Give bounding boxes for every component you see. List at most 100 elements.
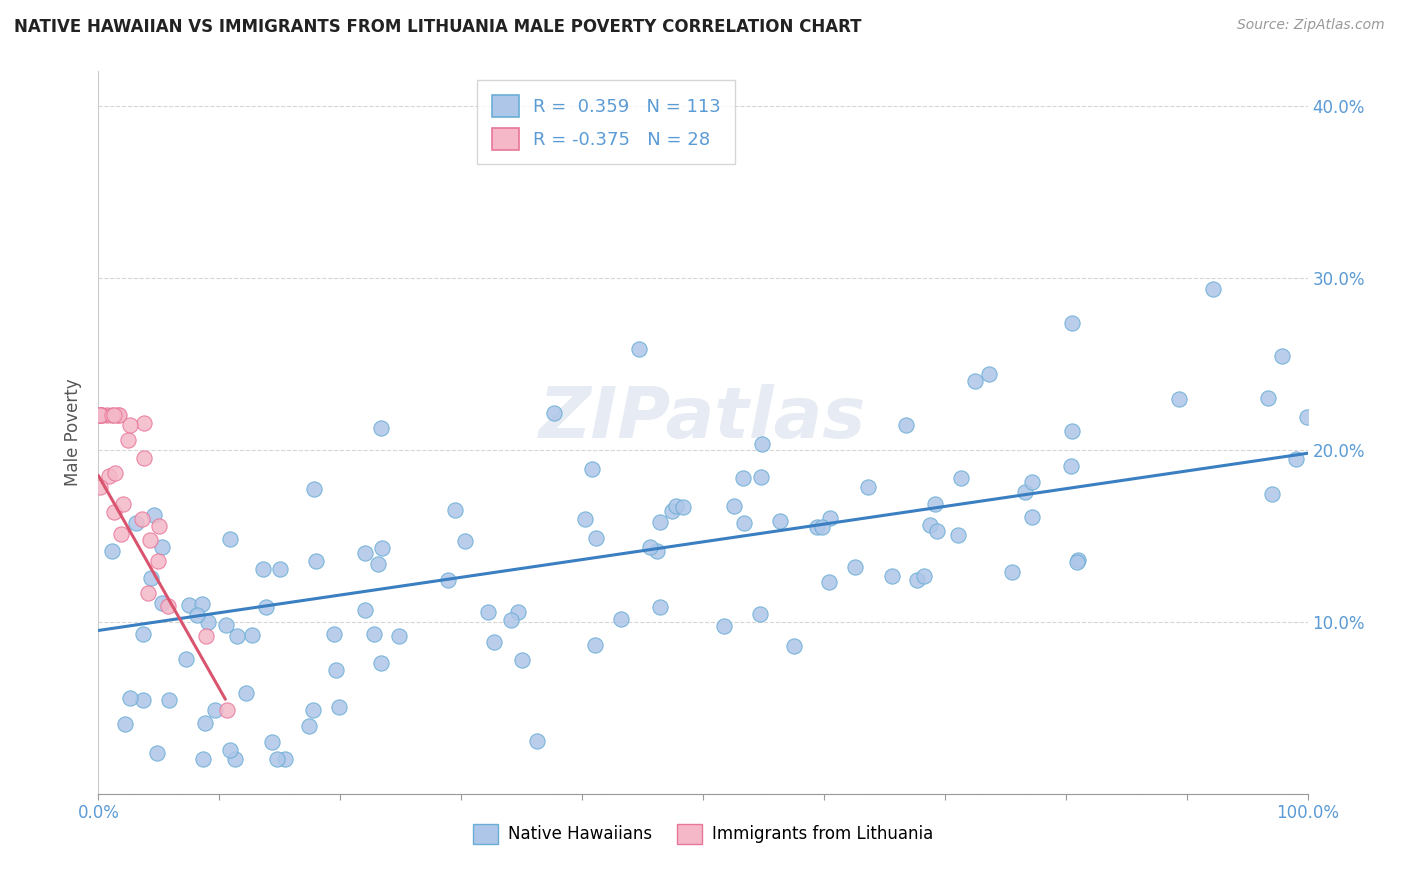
Point — [328, 700, 350, 714]
Point — [132, 626, 155, 640]
Point — [1285, 451, 1308, 466]
Point — [905, 573, 928, 587]
Point — [370, 656, 392, 670]
Point — [194, 716, 217, 731]
Point — [647, 543, 669, 558]
Point — [1271, 349, 1294, 363]
Point — [1021, 510, 1043, 524]
Point — [713, 619, 735, 633]
Point — [610, 612, 633, 626]
Legend: Native Hawaiians, Immigrants from Lithuania: Native Hawaiians, Immigrants from Lithua… — [467, 817, 939, 851]
Point — [482, 635, 505, 649]
Point — [648, 600, 671, 615]
Point — [672, 500, 695, 515]
Point — [1001, 566, 1024, 580]
Point — [266, 752, 288, 766]
Point — [89, 409, 111, 423]
Point — [298, 719, 321, 733]
Point — [733, 516, 755, 530]
Point — [191, 597, 214, 611]
Point — [90, 409, 112, 423]
Point — [142, 508, 165, 523]
Point — [912, 568, 935, 582]
Point — [215, 703, 238, 717]
Point — [723, 500, 745, 514]
Point — [103, 409, 125, 423]
Point — [90, 409, 112, 423]
Point — [628, 342, 651, 356]
Text: Source: ZipAtlas.com: Source: ZipAtlas.com — [1237, 18, 1385, 32]
Point — [302, 703, 325, 717]
Point — [103, 505, 125, 519]
Point — [218, 743, 240, 757]
Point — [117, 434, 139, 448]
Point — [197, 615, 219, 629]
Point — [638, 540, 661, 554]
Point — [811, 520, 834, 534]
Point — [1021, 475, 1043, 489]
Point — [150, 541, 173, 555]
Point — [139, 571, 162, 585]
Point — [950, 471, 973, 485]
Point — [131, 512, 153, 526]
Point — [543, 406, 565, 420]
Point — [894, 418, 917, 433]
Point — [818, 574, 841, 589]
Point — [104, 467, 127, 481]
Point — [506, 605, 529, 619]
Point — [1060, 316, 1083, 330]
Point — [818, 511, 841, 525]
Point — [948, 528, 970, 542]
Point — [120, 691, 142, 706]
Point — [302, 482, 325, 496]
Point — [186, 607, 208, 622]
Point — [1067, 553, 1090, 567]
Point — [132, 416, 155, 430]
Point — [844, 559, 866, 574]
Point — [512, 653, 534, 667]
Point — [1261, 487, 1284, 501]
Point — [262, 735, 284, 749]
Text: NATIVE HAWAIIAN VS IMMIGRANTS FROM LITHUANIA MALE POVERTY CORRELATION CHART: NATIVE HAWAIIAN VS IMMIGRANTS FROM LITHU… — [14, 18, 862, 36]
Point — [215, 617, 238, 632]
Point — [136, 586, 159, 600]
Point — [118, 417, 141, 432]
Point — [880, 569, 903, 583]
Point — [526, 734, 548, 748]
Point — [363, 626, 385, 640]
Y-axis label: Male Poverty: Male Poverty — [65, 379, 83, 486]
Point — [443, 502, 465, 516]
Point — [477, 605, 499, 619]
Point — [204, 703, 226, 717]
Point — [274, 752, 297, 766]
Point — [150, 597, 173, 611]
Point — [139, 533, 162, 548]
Point — [108, 409, 131, 423]
Point — [156, 599, 179, 613]
Point — [769, 514, 792, 528]
Point — [748, 607, 770, 621]
Point — [269, 562, 291, 576]
Point — [1257, 391, 1279, 405]
Point — [924, 497, 946, 511]
Point — [110, 526, 132, 541]
Point — [1066, 555, 1088, 569]
Point — [132, 450, 155, 465]
Point — [963, 374, 986, 388]
Point — [370, 421, 392, 435]
Point — [1014, 485, 1036, 500]
Point — [388, 630, 411, 644]
Point — [219, 533, 242, 547]
Point — [979, 367, 1001, 381]
Point — [367, 558, 389, 572]
Point — [96, 409, 118, 423]
Point — [174, 652, 197, 666]
Point — [112, 497, 135, 511]
Point — [437, 573, 460, 587]
Point — [1167, 392, 1189, 406]
Text: ZIPatlas: ZIPatlas — [540, 384, 866, 452]
Point — [665, 499, 688, 513]
Point — [1202, 282, 1225, 296]
Point — [583, 638, 606, 652]
Point — [648, 515, 671, 529]
